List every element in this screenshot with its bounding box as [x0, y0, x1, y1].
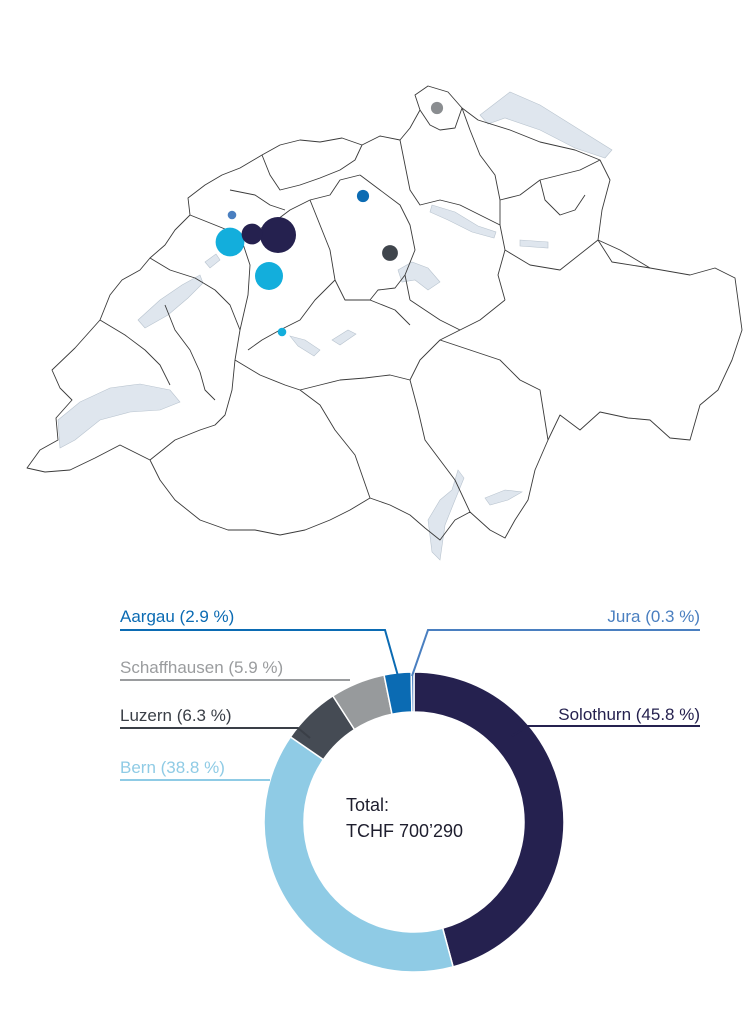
label-bern: Bern (38.8 %) — [120, 758, 225, 777]
marker-bern — [255, 262, 283, 290]
border-line — [419, 107, 463, 131]
slice-bern — [263, 735, 455, 973]
border-line — [149, 234, 251, 461]
slice-solothurn — [413, 671, 565, 968]
lake-zurich — [429, 204, 497, 239]
map-lakes — [57, 91, 613, 561]
leader-solothurn — [511, 725, 700, 737]
lake-walen — [519, 239, 549, 249]
marker-luzern — [382, 245, 398, 261]
leader-jura — [411, 629, 700, 677]
marker-solothurn — [260, 217, 296, 253]
border-line — [499, 159, 601, 201]
lake-lucerne — [397, 261, 441, 291]
border-line — [229, 189, 286, 211]
border-line — [234, 359, 371, 499]
leader-aargau — [120, 629, 399, 677]
border-line — [261, 144, 363, 191]
border-line — [369, 274, 406, 301]
border-line — [164, 304, 216, 401]
marker-solothurn — [241, 223, 263, 245]
border-line — [189, 174, 361, 236]
lake-biel — [204, 253, 221, 269]
border-line — [309, 199, 411, 326]
total-label: Total: — [346, 795, 389, 815]
marker-jura — [227, 210, 237, 220]
leader-lines — [120, 629, 700, 781]
donut-slices — [263, 671, 565, 973]
border-line — [247, 279, 336, 351]
border-line — [504, 239, 599, 271]
label-jura: Jura (0.3 %) — [607, 607, 700, 626]
marker-bern — [215, 227, 245, 257]
switzerland-map — [26, 85, 743, 561]
leader-luzern — [120, 727, 311, 739]
slice-jura — [410, 671, 415, 713]
marker-schaffhausen — [430, 101, 444, 115]
marker-bern — [277, 327, 287, 337]
map-markers — [215, 101, 444, 337]
border-line — [439, 339, 549, 441]
canton-borders — [26, 85, 743, 541]
lake-lugano — [484, 489, 523, 506]
border-line — [299, 374, 411, 391]
lake-brienz — [331, 329, 357, 346]
total-value: TCHF 700’290 — [346, 821, 463, 841]
label-solothurn: Solothurn (45.8 %) — [558, 705, 700, 724]
border-line — [409, 299, 461, 331]
border-line — [399, 139, 501, 226]
marker-aargau — [356, 189, 370, 203]
label-schaffhausen: Schaffhausen (5.9 %) — [120, 658, 283, 677]
lake-constance — [479, 91, 613, 159]
label-aargau: Aargau (2.9 %) — [120, 607, 234, 626]
lake-thun — [289, 335, 321, 357]
border-line — [99, 319, 171, 386]
border-line — [539, 179, 586, 216]
lake-geneva — [57, 383, 181, 449]
border-line — [149, 257, 241, 331]
border-line — [597, 239, 651, 269]
slice-labels: Solothurn (45.8 %) Bern (38.8 %) Luzern (6… — [120, 607, 700, 777]
label-luzern: Luzern (6.3 %) — [120, 706, 232, 725]
